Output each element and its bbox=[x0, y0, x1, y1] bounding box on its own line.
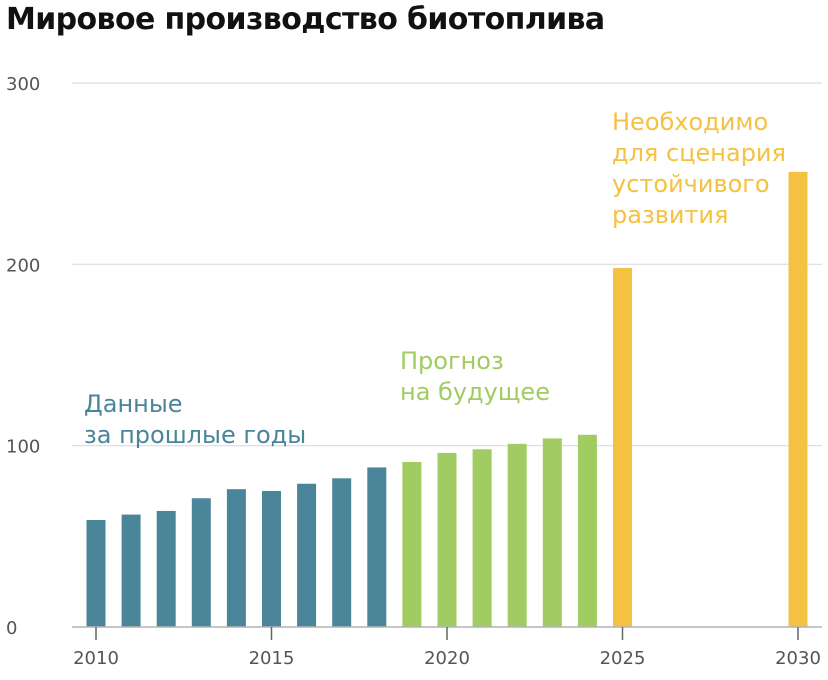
x-axis: 2010 2015 2020 2025 2030 bbox=[72, 626, 822, 669]
bar-historical-2017 bbox=[332, 478, 352, 627]
chart-title: Мировое производство биотоплива bbox=[6, 2, 605, 37]
annotation-sustainable: Необходимо для сценария устойчивого развити… bbox=[612, 108, 786, 229]
annotation-line: на будущее bbox=[400, 378, 550, 406]
annotation-forecast: Прогноз на будущее bbox=[400, 347, 550, 406]
bar-historical-2016 bbox=[297, 483, 317, 627]
annotation-line: за прошлые годы bbox=[84, 421, 306, 449]
annotations: Данные за прошлые годы Прогноз на будущее Не… bbox=[84, 108, 786, 449]
y-tick-label: 0 bbox=[6, 618, 17, 639]
bar-historical-2013 bbox=[191, 498, 211, 627]
x-tick-label: 2010 bbox=[73, 648, 119, 669]
bar-forecast-2020 bbox=[437, 452, 457, 627]
x-tick-label: 2030 bbox=[775, 648, 821, 669]
bar-forecast-2024 bbox=[577, 434, 597, 627]
annotation-line: для сценария bbox=[612, 139, 786, 167]
bars bbox=[86, 171, 808, 627]
bar-historical-2011 bbox=[121, 514, 141, 627]
bar-forecast-2021 bbox=[472, 449, 492, 627]
bar-sustainable-2030 bbox=[788, 171, 808, 627]
annotation-line: развития bbox=[612, 201, 728, 229]
annotation-line: Данные bbox=[84, 390, 183, 418]
bar-forecast-2023 bbox=[542, 438, 562, 627]
annotation-line: Прогноз bbox=[400, 347, 504, 375]
bar-historical-2010 bbox=[86, 520, 106, 627]
bar-historical-2012 bbox=[156, 510, 176, 627]
y-tick-label: 200 bbox=[6, 255, 40, 276]
bar-forecast-2022 bbox=[507, 443, 527, 627]
grid-lines bbox=[72, 82, 822, 447]
annotation-historical: Данные за прошлые годы bbox=[84, 390, 306, 449]
y-tick-label: 300 bbox=[6, 74, 40, 95]
bar-sustainable-2025 bbox=[613, 267, 632, 627]
bar-historical-2014 bbox=[226, 489, 246, 627]
bar-forecast-2019 bbox=[402, 461, 422, 627]
annotation-line: устойчивого bbox=[612, 170, 770, 198]
y-axis-ticks: 0 100 200 300 bbox=[6, 74, 40, 639]
bar-historical-2015 bbox=[262, 491, 281, 627]
x-tick-label: 2020 bbox=[424, 648, 470, 669]
x-tick-label: 2025 bbox=[600, 648, 646, 669]
annotation-line: Необходимо bbox=[612, 108, 768, 136]
y-tick-label: 100 bbox=[6, 437, 40, 458]
bar-historical-2018 bbox=[367, 467, 387, 627]
x-tick-label: 2015 bbox=[249, 648, 295, 669]
